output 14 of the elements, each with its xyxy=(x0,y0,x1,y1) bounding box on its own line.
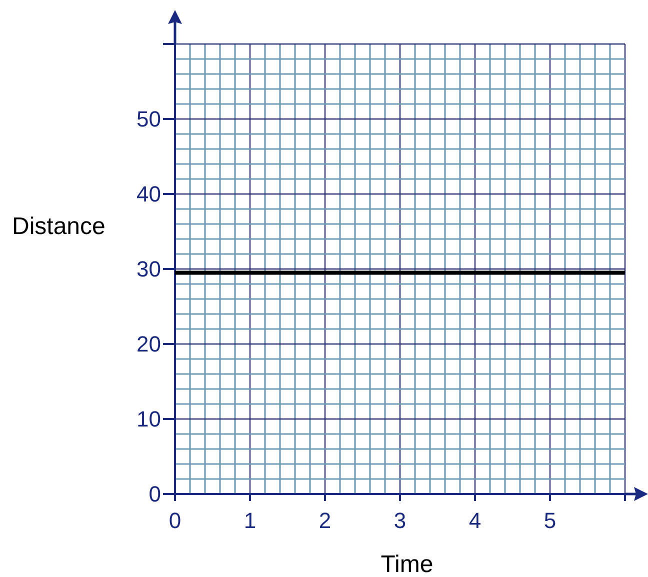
y-tick-label: 40 xyxy=(136,182,161,207)
y-axis-title: Distance xyxy=(12,213,106,240)
x-tick-label: 1 xyxy=(244,508,256,534)
x-axis-title: Time xyxy=(380,551,434,577)
y-tick-label: 0 xyxy=(148,482,161,507)
x-tick-label: 3 xyxy=(394,508,406,534)
y-tick-label: 50 xyxy=(136,106,161,132)
y-tick-label: 10 xyxy=(136,406,161,432)
x-tick-label: 0 xyxy=(168,508,182,534)
x-tick-label: 4 xyxy=(468,508,482,534)
y-tick-label: 30 xyxy=(136,256,161,282)
y-tick-label: 20 xyxy=(136,332,161,357)
x-tick-label: 2 xyxy=(318,508,332,534)
x-tick-label: 5 xyxy=(544,508,556,534)
